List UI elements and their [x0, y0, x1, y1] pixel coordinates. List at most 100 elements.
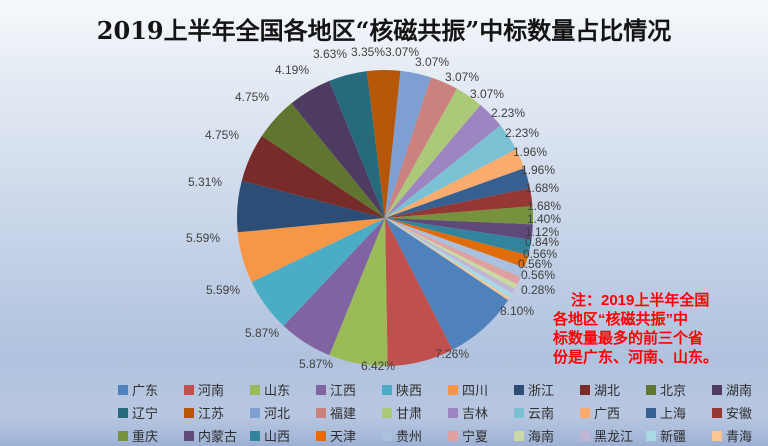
percent-label-浙江: 5.59% [185, 231, 221, 245]
percent-label-青海: 0.28% [520, 283, 556, 297]
legend-item-黑龙江: 黑龙江 [580, 426, 646, 445]
percent-label-云南: 3.07% [469, 87, 505, 101]
legend-label: 北京 [660, 383, 687, 398]
legend-label: 浙江 [528, 383, 555, 398]
pie-slice-辽宁 [329, 71, 385, 218]
percent-label-宁夏: 0.84% [524, 235, 560, 249]
percent-label-四川: 5.59% [205, 283, 241, 297]
pie-slice-重庆 [385, 206, 533, 225]
legend-item-青海: 青海 [712, 426, 768, 445]
legend-marker-河南 [184, 384, 194, 395]
legend-label: 吉林 [462, 406, 489, 421]
percent-label-广东: 8.10% [499, 304, 535, 318]
percent-label-江苏: 3.63% [312, 47, 348, 61]
legend-marker-重庆 [118, 430, 128, 441]
legend-label: 宁夏 [462, 429, 489, 444]
percent-label-新疆: 0.56% [520, 268, 556, 282]
percent-label-湖北: 5.31% [187, 175, 223, 189]
legend-label: 天津 [330, 429, 357, 444]
legend-label: 安徽 [726, 406, 753, 421]
legend-item-宁夏: 宁夏 [448, 426, 514, 445]
percent-label-吉林: 3.07% [444, 70, 480, 84]
legend-marker-吉林 [448, 407, 458, 418]
legend-marker-广西 [580, 407, 590, 418]
percent-label-广西: 2.23% [490, 106, 526, 120]
legend-label: 广西 [594, 406, 621, 421]
percent-label-湖南: 4.75% [234, 90, 270, 104]
note-line: 份是广东、河南、山东。 [553, 349, 719, 366]
legend-item-上海: 上海 [646, 403, 712, 422]
legend-item-四川: 四川 [448, 380, 514, 399]
pie-slice-湖北 [241, 135, 385, 218]
legend-label: 河南 [198, 383, 225, 398]
legend-label: 江西 [330, 383, 357, 398]
legend-marker-青海 [712, 430, 722, 441]
legend-label: 青海 [726, 429, 753, 444]
legend-marker-浙江 [514, 384, 524, 395]
legend-label: 广东 [132, 383, 159, 398]
legend-marker-湖北 [580, 384, 590, 395]
legend-marker-黑龙江 [580, 430, 590, 441]
pie-slice-北京 [261, 103, 385, 218]
pie-slice-新疆 [385, 218, 513, 298]
note-line: 各地区“核磁共振”中 [553, 311, 689, 328]
percent-label-黑龙江: 0.56% [517, 257, 553, 271]
legend-item-浙江: 浙江 [514, 380, 580, 399]
legend-label: 新疆 [660, 429, 687, 444]
legend-item-云南: 云南 [514, 403, 580, 422]
note-line: 注：2019上半年全国 [571, 292, 710, 309]
legend-label: 内蒙古 [198, 429, 238, 444]
legend-marker-贵州 [382, 430, 392, 441]
pie-slice-吉林 [385, 104, 501, 218]
legend-item-湖南: 湖南 [712, 380, 768, 399]
legend-marker-江西 [316, 384, 326, 395]
pie-slice-江西 [283, 218, 385, 356]
legend-marker-上海 [646, 407, 656, 418]
legend-label: 黑龙江 [594, 429, 634, 444]
pie-slice-青海 [385, 218, 510, 301]
legend-label: 福建 [330, 406, 357, 421]
legend: 广东 河南 山东 江西 陕西 四川 浙江 湖北 北京 湖南 辽宁 江苏 河北 福建 甘肃 吉林 云南 广西 上海 安徽… [118, 378, 768, 446]
note-line: 标数量最多的前三个省 [553, 330, 704, 347]
legend-marker-宁夏 [448, 430, 458, 441]
percent-label-贵州: 1.12% [524, 225, 560, 239]
legend-marker-云南 [514, 407, 524, 418]
legend-marker-福建 [316, 407, 326, 418]
legend-label: 河北 [264, 406, 291, 421]
legend-marker-辽宁 [118, 407, 128, 418]
legend-item-陕西: 陕西 [382, 380, 448, 399]
legend-label: 山东 [264, 383, 291, 398]
legend-item-甘肃: 甘肃 [382, 403, 448, 422]
legend-marker-陕西 [382, 384, 392, 395]
pie-slice-山东 [329, 218, 388, 367]
pie-slice-浙江 [236, 180, 385, 233]
legend-item-北京: 北京 [646, 380, 712, 399]
pie-slice-河南 [385, 218, 453, 366]
percent-label-河北: 3.35% [350, 45, 386, 59]
percent-label-安徽: 1.96% [512, 145, 548, 159]
legend-item-山西: 山西 [250, 426, 316, 445]
percent-label-北京: 4.75% [204, 128, 240, 142]
legend-label: 山西 [264, 429, 291, 444]
legend-label: 海南 [528, 429, 555, 444]
pie-slice-贵州 [385, 218, 525, 278]
legend-row: 辽宁 江苏 河北 福建 甘肃 吉林 云南 广西 上海 安徽 [118, 401, 768, 424]
legend-item-天津: 天津 [316, 426, 382, 445]
pie-slice-天津 [385, 218, 529, 268]
legend-marker-甘肃 [382, 407, 392, 418]
legend-marker-广东 [118, 384, 128, 395]
percent-label-陕西: 5.87% [244, 326, 280, 340]
legend-item-山东: 山东 [250, 380, 316, 399]
legend-label: 重庆 [132, 429, 159, 444]
pie-slice-四川 [237, 218, 385, 283]
pie-slice-海南 [385, 218, 518, 289]
legend-item-内蒙古: 内蒙古 [184, 426, 250, 445]
legend-label: 贵州 [396, 429, 423, 444]
legend-marker-江苏 [184, 407, 194, 418]
legend-item-湖北: 湖北 [580, 380, 646, 399]
pie-slice-广西 [385, 149, 525, 218]
legend-label: 陕西 [396, 383, 423, 398]
legend-item-重庆: 重庆 [118, 426, 184, 445]
legend-marker-湖南 [712, 384, 722, 395]
percent-label-山西: 1.68% [526, 199, 562, 213]
